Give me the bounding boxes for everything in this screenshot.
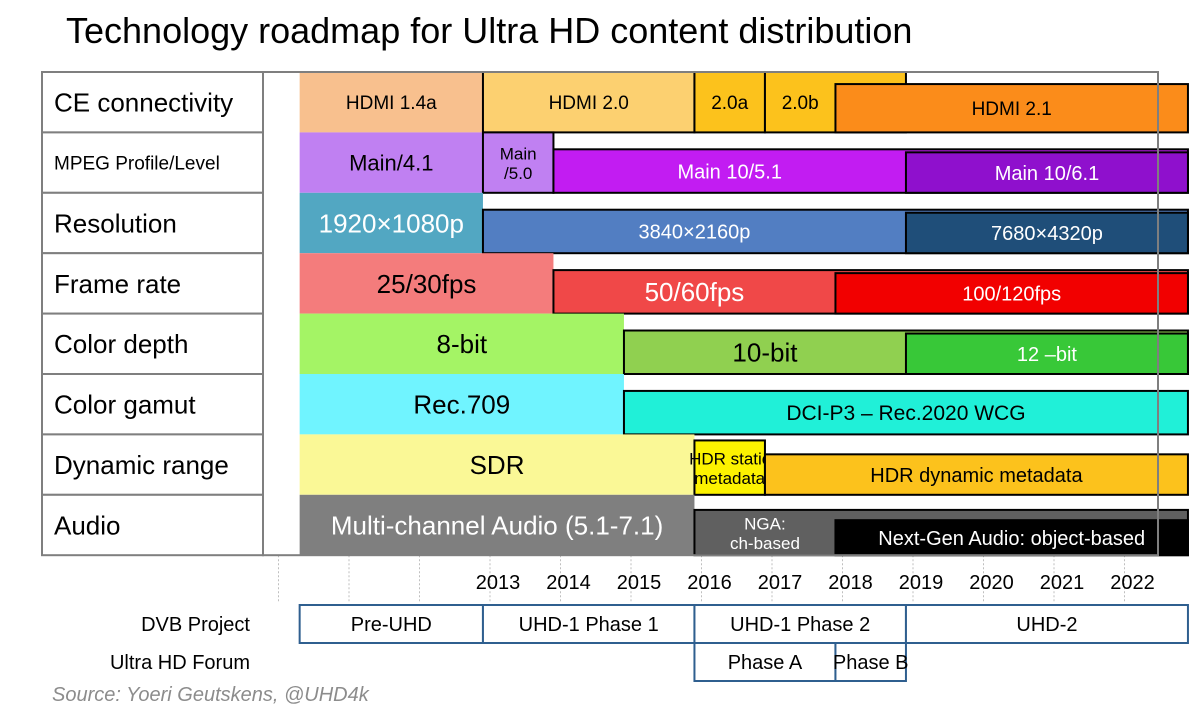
bar-sdr (299, 434, 695, 495)
bar-label: 25/30fps (377, 269, 477, 299)
program-label-ultra-hd-forum: Ultra HD Forum (110, 652, 250, 674)
bar-label: 12 –bit (1017, 344, 1077, 366)
bar-label: 7680×4320p (991, 223, 1103, 245)
bar-label: DCI-P3 – Rec.2020 WCG (786, 402, 1025, 425)
bar-1920-1080p (299, 192, 483, 254)
year-tick-2017: 2017 (758, 572, 803, 594)
bar-label: HDMI 1.4a (346, 93, 437, 114)
row-label-box (41, 131, 264, 194)
bar-main-10-6-1 (904, 151, 1189, 194)
bar-label: 3840×2160p (639, 222, 751, 244)
phase-label-pre-uhd: Pre-UHD (351, 614, 432, 636)
year-tick-2015: 2015 (617, 572, 662, 594)
bar-rec-709 (299, 374, 624, 435)
phase-label-uhd-2: UHD-2 (1016, 614, 1077, 636)
bar-label: Main 10/6.1 (995, 163, 1100, 185)
rows-frame (262, 71, 1159, 557)
phase-label-uhd-1-phase-2: UHD-1 Phase 2 (730, 614, 870, 636)
bar-hdmi-2-1 (834, 83, 1189, 134)
source-credit: Source: Yoeri Geutskens, @UHD4k (52, 684, 369, 706)
bar-2-0a (693, 71, 766, 134)
row-label-color-gamut: Color gamut (54, 390, 196, 420)
page-title: Technology roadmap for Ultra HD content … (66, 10, 913, 51)
bar-label: 100/120fps (962, 284, 1061, 306)
year-tick-2022: 2022 (1110, 572, 1155, 594)
bar-label: 2.0a (711, 93, 748, 114)
bar-12-bit (904, 332, 1189, 376)
bar-dci-p3-rec-2020-wcg (622, 389, 1189, 436)
bar-label: HDR dynamic metadata (870, 465, 1083, 487)
year-tick-2019: 2019 (899, 572, 944, 594)
year-tick-2016: 2016 (687, 572, 732, 594)
bar-label: 10-bit (732, 338, 798, 368)
program-label-dvb-project: DVB Project (141, 614, 250, 636)
bar-7680-4320p (904, 211, 1189, 255)
bar-hdr-static-metadata (693, 439, 766, 496)
bar-main-4-1 (299, 132, 483, 193)
year-tick-2021: 2021 (1040, 572, 1085, 594)
row-label-audio: Audio (54, 510, 121, 540)
year-tick-2013: 2013 (476, 572, 521, 594)
phase-box-uhd-1-phase-1 (481, 604, 696, 644)
bar-label: Multi-channel Audio (5.1-7.1) (331, 510, 663, 540)
bar-label: HDR static metadata (689, 449, 771, 488)
bar-main-5-0 (481, 131, 555, 194)
bar-8-bit (299, 313, 624, 374)
row-label-frame-rate: Frame rate (54, 269, 181, 299)
phase-label-phase-b: Phase B (833, 652, 909, 674)
row-label-color-depth: Color depth (54, 329, 188, 359)
row-label-mpeg-profile-level: MPEG Profile/Level (54, 153, 220, 174)
year-tick-2014: 2014 (546, 572, 591, 594)
phase-label-uhd-1-phase-1: UHD-1 Phase 1 (519, 614, 659, 636)
bar-25-30fps (299, 253, 554, 314)
row-label-box (41, 71, 264, 134)
phase-box-phase-b (834, 642, 907, 682)
bar-100-120fps (834, 272, 1189, 315)
bar-next-gen-audio-object-based (834, 519, 1189, 557)
year-tick-2020: 2020 (969, 572, 1014, 594)
phase-label-phase-a: Phase A (728, 652, 803, 674)
bar-label: Main/4.1 (349, 151, 433, 176)
row-label-box (41, 191, 264, 255)
row-label-resolution: Resolution (54, 208, 177, 238)
bar-label: 2.0b (782, 93, 819, 114)
year-tick-2018: 2018 (828, 572, 873, 594)
bar-multi-channel-audio-5-1-7-1 (299, 494, 695, 556)
row-label-dynamic-range: Dynamic range (54, 450, 229, 480)
bar-label: Next-Gen Audio: object-based (878, 528, 1145, 550)
bar-label: 8-bit (437, 329, 488, 359)
bar-label: 1920×1080p (319, 208, 464, 238)
bar-hdmi-1-4a (299, 72, 483, 133)
bar-hdr-dynamic-metadata (763, 453, 1189, 496)
bar-label: SDR (470, 450, 525, 480)
phase-box-uhd-2 (904, 604, 1189, 644)
bar-label: Rec.709 (413, 390, 510, 420)
bar-label: HDMI 2.1 (972, 99, 1052, 120)
bar-label: Main 10/5.1 (677, 161, 782, 183)
bar-label: HDMI 2.0 (549, 93, 629, 114)
bar-label: Main/5.0 (500, 144, 537, 183)
bar-label: 50/60fps (645, 277, 745, 307)
row-label-box (41, 493, 264, 557)
bar-label: NGA: ch-based (730, 514, 800, 553)
row-label-ce-connectivity: CE connectivity (54, 88, 233, 118)
